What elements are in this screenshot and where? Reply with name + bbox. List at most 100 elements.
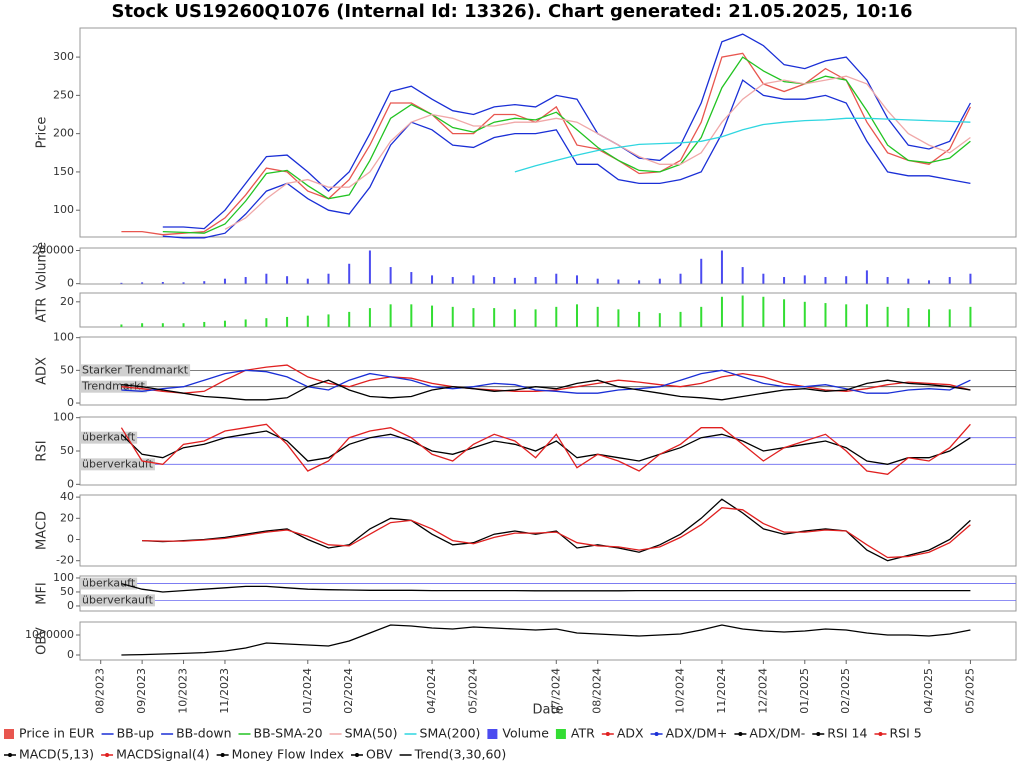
bar: [389, 304, 392, 327]
bar: [451, 306, 454, 327]
legend-label: Money Flow Index: [232, 747, 344, 762]
legend-dot: [105, 753, 110, 757]
bar: [700, 306, 703, 327]
legend-label: Volume: [502, 726, 549, 741]
bar: [845, 276, 848, 284]
legend-dot: [816, 732, 821, 736]
series-line: [162, 79, 971, 239]
bar: [513, 277, 516, 284]
legend-item: Trend(3,30,60): [399, 747, 506, 762]
y-axis-label: ADX: [35, 357, 50, 385]
threshold-label-bg: [80, 594, 155, 607]
legend-label: ATR: [571, 726, 595, 741]
legend-swatch: [555, 729, 566, 739]
bar: [120, 282, 123, 284]
legend-label: BB-up: [117, 726, 155, 741]
y-tick-label: 100: [53, 203, 74, 216]
bar: [720, 250, 723, 284]
bar: [513, 309, 516, 327]
legend-item: Money Flow Index: [216, 747, 344, 762]
bar: [886, 306, 889, 327]
legend-swatch: [4, 729, 14, 739]
legend-dot: [605, 732, 610, 736]
legend-item: BB-down: [161, 726, 232, 741]
bar: [575, 275, 578, 284]
legend-label: ADX/DM-: [749, 726, 805, 741]
y-axis-label: OBV: [35, 627, 50, 655]
bar: [223, 278, 226, 284]
x-tick-label: 01/2025: [798, 668, 811, 714]
y-tick-label: -20: [56, 554, 74, 567]
bar: [141, 282, 144, 284]
bar: [161, 282, 164, 284]
x-tick-label: 04/2024: [425, 668, 438, 714]
y-axis-label: RSI: [35, 440, 50, 461]
legend-item: MACDSignal(4): [101, 747, 210, 762]
x-tick-label: 12/2024: [756, 668, 769, 714]
bar: [679, 273, 682, 284]
bar: [223, 320, 226, 327]
legend-dot: [354, 753, 359, 757]
y-tick-label: 0: [67, 648, 74, 661]
threshold-label: überkauft: [82, 431, 136, 444]
bar: [472, 275, 475, 284]
bar: [803, 275, 806, 284]
bar: [286, 276, 289, 284]
threshold-label: überverkauft: [82, 593, 154, 606]
x-tick-label: 05/2024: [466, 668, 479, 714]
bar: [431, 275, 434, 284]
bar: [555, 306, 558, 327]
bar: [141, 323, 144, 327]
legend-label: Price in EUR: [19, 726, 95, 741]
threshold-label: überverkauft: [82, 457, 154, 470]
bar: [907, 308, 910, 327]
y-tick-label: 50: [60, 363, 74, 376]
legend-label: SMA(50): [345, 726, 398, 741]
bar: [928, 309, 931, 327]
bar: [617, 309, 620, 327]
series-line: [121, 379, 971, 401]
bar: [865, 304, 868, 327]
bar: [265, 318, 268, 327]
y-tick-label: 1000000: [25, 628, 74, 641]
panel-frame: [79, 292, 1017, 328]
threshold-label-bg: [80, 577, 138, 590]
series-line: [162, 33, 971, 230]
bar: [451, 277, 454, 284]
bar: [969, 273, 972, 284]
legend-label: MACD(5,13): [19, 747, 94, 762]
x-tick-label: 11/2024: [715, 668, 728, 714]
y-tick-label: 200: [53, 127, 74, 140]
bar: [182, 282, 185, 284]
bar: [431, 305, 434, 327]
y-tick-label: 0: [67, 396, 74, 409]
y-tick-label: 100: [53, 411, 74, 424]
y-axis-label: Volume: [35, 242, 50, 290]
threshold-label-bg: [80, 380, 147, 393]
bar: [948, 309, 951, 327]
bar: [596, 306, 599, 327]
x-tick-label: 11/2023: [218, 668, 231, 714]
bar: [762, 273, 765, 284]
bar: [948, 277, 951, 284]
threshold-label: Trendmarkt: [81, 380, 145, 393]
legend-dot: [878, 732, 883, 736]
x-axis-label: Date: [532, 703, 563, 718]
y-tick-label: 50: [60, 444, 74, 457]
legend-label: BB-SMA-20: [254, 726, 323, 741]
panel-frame: [79, 247, 1017, 285]
legend-label: RSI 14: [827, 726, 867, 741]
y-axis-label: MFI: [35, 582, 50, 605]
chart-title: Stock US19260Q1076 (Internal Id: 13326).…: [111, 1, 912, 22]
bar: [182, 323, 185, 327]
bar: [265, 273, 268, 284]
threshold-label-bg: [80, 458, 155, 471]
bar: [824, 303, 827, 327]
legend-item: SMA(50): [329, 726, 398, 741]
bar: [638, 311, 641, 327]
bar: [762, 296, 765, 327]
y-axis-label: ATR: [35, 298, 50, 323]
bar: [679, 311, 682, 327]
panel-frame: [79, 575, 1017, 612]
legend-label: ADX/DM+: [666, 726, 728, 741]
